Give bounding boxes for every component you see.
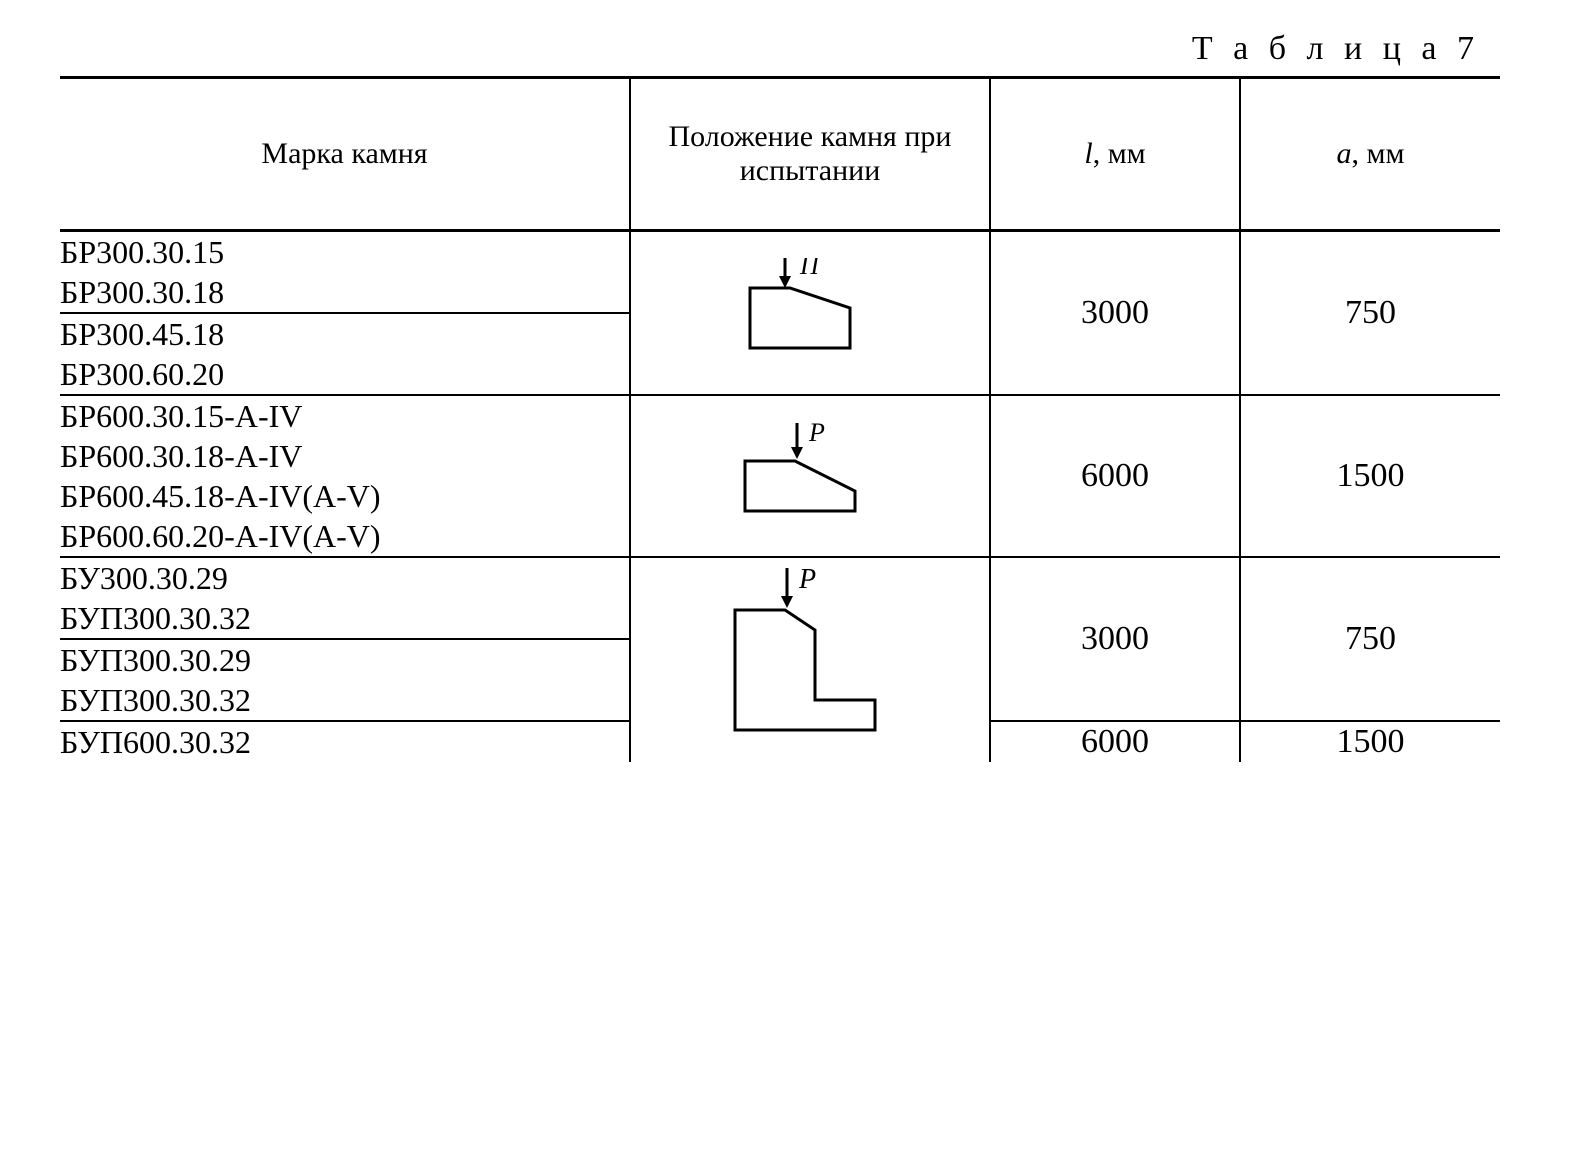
marks-cell-3: БР600.30.15-A-IV БР600.30.18-A-IV БР600.… <box>60 395 630 557</box>
diagram-cell-lower: P <box>630 557 990 762</box>
value-a-4: 1500 <box>1240 721 1500 762</box>
load-label-lower: P <box>798 564 816 595</box>
marks-cell-6: БУП600.30.32 <box>60 721 630 762</box>
load-diagram-upper-icon: П <box>730 258 890 368</box>
table-caption: Т а б л и ц а 7 <box>60 30 1500 68</box>
load-label-middle: P <box>808 421 825 447</box>
table-row: БУ300.30.29 БУП300.30.32 P 3000 750 <box>60 557 1500 639</box>
header-col-4: a, мм <box>1240 78 1500 231</box>
value-l-1: 3000 <box>990 231 1240 396</box>
header-col-2-text: Положение камня при испытании <box>669 120 952 187</box>
header-col-1-text: Марка камня <box>261 137 427 170</box>
header-col-2: Положение камня при испытании <box>630 78 990 231</box>
diagram-cell-upper: П <box>630 231 990 396</box>
value-a-1: 750 <box>1240 231 1500 396</box>
value-l-4: 6000 <box>990 721 1240 762</box>
marks-cell-1: БР300.30.15 БР300.30.18 <box>60 231 630 314</box>
load-label-upper: П <box>799 258 821 280</box>
header-col-1: Марка камня <box>60 78 630 231</box>
header-col-4-unit: , мм <box>1352 137 1405 170</box>
header-col-3: l, мм <box>990 78 1240 231</box>
diagram-cell-middle: P <box>630 395 990 557</box>
header-col-3-var: l <box>1084 137 1092 170</box>
table-row: БР300.30.15 БР300.30.18 П 3000 750 <box>60 231 1500 314</box>
load-diagram-middle-icon: P <box>725 421 895 531</box>
value-a-3: 750 <box>1240 557 1500 721</box>
value-l-2: 6000 <box>990 395 1240 557</box>
marks-cell-4: БУ300.30.29 БУП300.30.32 <box>60 557 630 639</box>
value-a-2: 1500 <box>1240 395 1500 557</box>
marks-cell-5: БУП300.30.29 БУП300.30.32 <box>60 639 630 721</box>
tech-table: Марка камня Положение камня при испытани… <box>60 76 1500 762</box>
load-diagram-lower-icon: P <box>705 560 915 760</box>
table-header-row: Марка камня Положение камня при испытани… <box>60 78 1500 231</box>
header-col-3-unit: , мм <box>1093 137 1146 170</box>
marks-cell-2: БР300.45.18 БР300.60.20 <box>60 313 630 395</box>
table-row: БР600.30.15-A-IV БР600.30.18-A-IV БР600.… <box>60 395 1500 557</box>
header-col-4-var: a <box>1337 137 1352 170</box>
value-l-3: 3000 <box>990 557 1240 721</box>
page: Т а б л и ц а 7 Марка камня Положение ка… <box>60 30 1500 762</box>
